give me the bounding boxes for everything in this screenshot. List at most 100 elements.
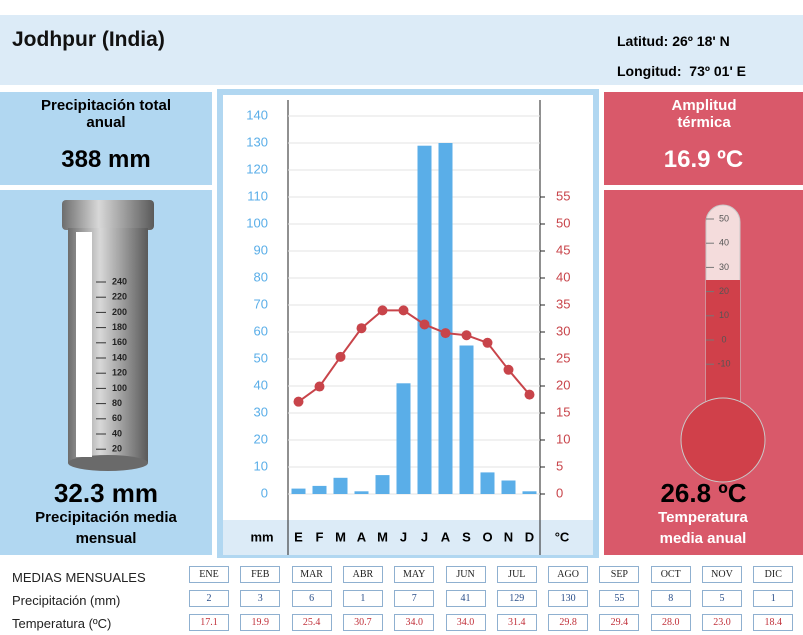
table-title: MEDIAS MENSUALES [12,570,146,585]
temp-cell: 18.4 [753,614,794,631]
precip-cell: 41 [445,590,486,607]
precip-mean-label: Precipitación media mensual [35,509,177,547]
temp-cell: 29.4 [599,614,640,631]
precip-cell: 55 [599,590,640,607]
gauge-tick-label: 200 [112,307,127,317]
temp-cell: 29.8 [548,614,589,631]
temperature-point [293,396,304,407]
month-header: JUN [445,566,486,583]
y2-tick-label: 0 [556,485,563,500]
city-title: Jodhpur (India) [12,28,165,51]
precip-bar [396,383,411,494]
precip-bar [312,485,327,494]
precip-cell: 130 [548,590,589,607]
header-band [0,15,803,85]
temperature-point [398,305,409,316]
precip-bar [354,491,369,494]
precip-bar [480,472,495,494]
y-tick-label: 100 [246,215,268,230]
temperature-point [419,319,430,330]
temp-mean-box [604,190,803,555]
y2-tick-label: 35 [556,296,570,311]
gauge-tick-label: 40 [112,428,122,438]
temperature-point [503,364,514,375]
y2-tick-label: 30 [556,323,570,338]
thermometer-tick-label: 0 [721,334,726,344]
x-tick-label: S [462,529,471,544]
y-tick-label: 60 [254,323,268,338]
thermometer-tick-label: 10 [719,310,729,320]
y-tick-label: 70 [254,296,268,311]
y2-tick-label: 40 [556,269,570,284]
temp-range-box [604,92,803,185]
precip-bar [333,477,348,494]
precip-total: 388 mm [61,146,151,173]
y-tick-label: 50 [254,350,268,365]
temp-range: 16.9 ºC [663,146,744,173]
y-tick-label: 40 [254,377,268,392]
x-tick-label: A [441,529,451,544]
row-label-precip: Precipitación (mm) [12,593,121,608]
gauge-tick-label: 180 [112,322,127,332]
temperature-point [440,328,451,339]
y-tick-label: 90 [254,242,268,257]
month-header: ENE [189,566,229,583]
temp-cell: 25.4 [291,614,332,631]
y-tick-label: 0 [261,485,268,500]
y-axis-label: mm [250,529,273,544]
temp-cell: 34.0 [394,614,435,631]
y-tick-label: 130 [246,134,268,149]
temp-range-label: Amplitud térmica [671,97,737,131]
temperature-point [314,381,325,392]
temp-mean-label: Temperatura media anual [658,509,748,547]
thermometer-tick-label: 40 [719,238,729,248]
x-tick-label: A [357,529,367,544]
precip-cell: 129 [496,590,537,607]
precip-mean: 32.3 mm [53,478,159,508]
x-tick-label: J [421,529,428,544]
y-tick-label: 10 [254,458,268,473]
precip-total-label: Precipitación total anual [40,97,172,131]
month-header: MAY [394,566,435,583]
temp-cell: 23.0 [702,614,742,631]
precip-cell: 1 [342,590,383,607]
temp-cell: 34.0 [445,614,486,631]
thermometer-tick-label: -10 [717,359,730,369]
thermometer-tick-label: 20 [719,286,729,296]
x-tick-label: D [525,529,534,544]
month-header: DIC [753,566,794,583]
temperature-point [461,330,472,341]
gauge-rim [62,200,154,230]
precip-bar [522,491,537,494]
x-tick-label: E [294,529,303,544]
row-label-temp: Temperatura (ºC) [12,616,112,631]
x-tick-label: O [482,529,492,544]
month-header: MAR [291,566,332,583]
gauge-tick-label: 220 [112,292,127,302]
month-header: NOV [702,566,742,583]
month-header: AGO [548,566,589,583]
month-header: JUL [496,566,537,583]
gauge-base [68,455,148,471]
temperature-point [524,389,535,400]
precip-cell: 3 [240,590,281,607]
y2-tick-label: 20 [556,377,570,392]
month-header: FEB [240,566,281,583]
precip-cell: 5 [702,590,742,607]
x-tick-label: J [400,529,407,544]
temperature-point [377,305,388,316]
month-header: SEP [599,566,640,583]
temperature-point [356,323,367,334]
precip-bar [501,480,516,494]
precip-cell: 6 [291,590,332,607]
gauge-tick-label: 80 [112,398,122,408]
longitude: Longitud: 73º 01' E [617,63,747,79]
gauge-tick-label: 100 [112,383,127,393]
y2-tick-label: 5 [556,458,563,473]
gauge-tick-label: 140 [112,352,127,362]
temp-cell: 19.9 [240,614,281,631]
precip-total-box [0,92,212,185]
y2-tick-label: 50 [556,215,570,230]
x-tick-label: M [377,529,388,544]
